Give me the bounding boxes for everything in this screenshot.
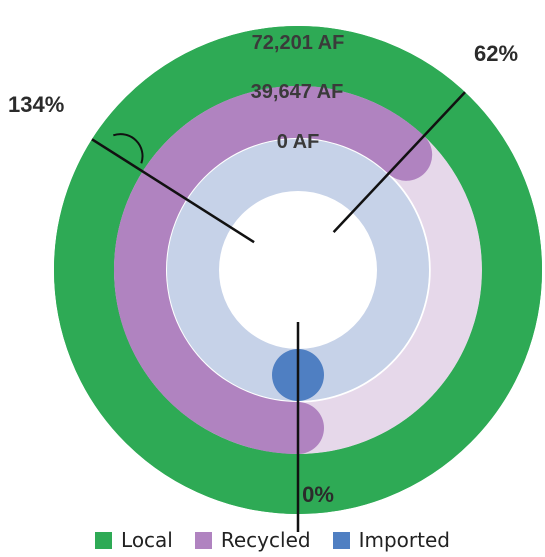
local-leader-line [91, 138, 255, 244]
leader-lines-group [91, 91, 466, 532]
legend-label-local: Local [121, 528, 173, 552]
legend-item-imported: Imported [332, 528, 450, 552]
local-angle-indicator [112, 133, 144, 164]
legend-swatch-imported [332, 531, 350, 549]
legend-swatch-local [95, 531, 113, 549]
legend-label-imported: Imported [358, 528, 450, 552]
imported-percent-label: 0% [302, 482, 334, 507]
imported-value-label: 0 AF [277, 131, 320, 153]
local-percent-label: 134% [8, 92, 64, 117]
legend-item-local: Local [95, 528, 173, 552]
legend: Local Recycled Imported [0, 528, 545, 552]
legend-label-recycled: Recycled [220, 528, 311, 552]
recycled-leader-line [332, 91, 466, 233]
legend-item-recycled: Recycled [194, 528, 311, 552]
recycled-value-label: 39,647 AF [251, 81, 344, 103]
recycled-percent-label: 62% [474, 41, 518, 66]
local-value-label: 72,201 AF [252, 32, 345, 54]
recycled-bar [114, 86, 433, 454]
legend-swatch-recycled [194, 531, 212, 549]
